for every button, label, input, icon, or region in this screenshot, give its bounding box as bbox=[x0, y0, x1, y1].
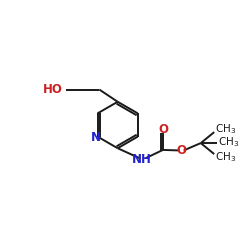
Text: O: O bbox=[176, 144, 186, 157]
Text: NH: NH bbox=[132, 153, 152, 166]
Text: CH$_3$: CH$_3$ bbox=[216, 122, 237, 136]
Text: HO: HO bbox=[43, 83, 63, 96]
Text: O: O bbox=[158, 123, 168, 136]
Text: N: N bbox=[90, 130, 101, 143]
Text: CH$_3$: CH$_3$ bbox=[218, 135, 239, 149]
Text: CH$_3$: CH$_3$ bbox=[216, 150, 237, 164]
